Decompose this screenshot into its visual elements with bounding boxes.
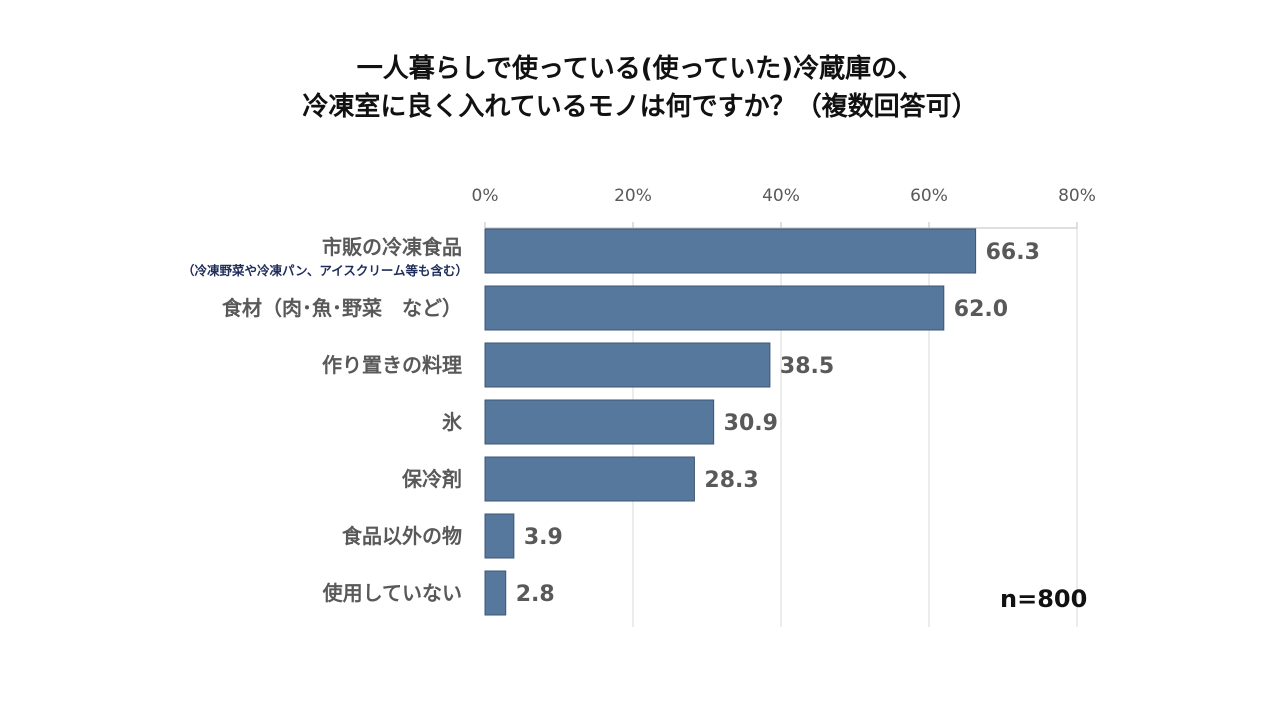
data-label: 3.9: [524, 525, 563, 550]
sample-size-label: n=800: [1000, 585, 1088, 613]
chart-title: 一人暮らしで使っている(使っていた)冷蔵庫の、 冷凍室に良く入れているモノは何で…: [0, 50, 1280, 126]
bar: [484, 456, 695, 502]
x-tick-label: 20%: [614, 186, 652, 206]
category-label: 食品以外の物: [342, 524, 462, 548]
chart-title-line-1: 一人暮らしで使っている(使っていた)冷蔵庫の、: [356, 54, 924, 84]
category-label: 市販の冷凍食品: [322, 235, 462, 259]
data-label: 38.5: [780, 354, 834, 379]
category-note: （冷凍野菜や冷凍パン、アイスクリーム等も含む）: [182, 263, 468, 278]
category-label: 保冷剤: [401, 467, 462, 491]
x-tick-label: 40%: [762, 186, 800, 206]
x-tick-label: 60%: [910, 186, 948, 206]
x-tick-label: 0%: [472, 186, 499, 206]
chart-title-line-2: 冷凍室に良く入れているモノは何ですか？（複数回答可）: [302, 92, 978, 122]
data-label: 30.9: [724, 411, 778, 436]
category-label: 食材（肉･魚･野菜 など）: [222, 296, 462, 320]
data-label: 62.0: [954, 297, 1008, 322]
bar: [484, 513, 515, 559]
data-label: 66.3: [986, 240, 1040, 265]
bar: [484, 285, 945, 331]
category-label: 作り置きの料理: [322, 353, 462, 377]
data-label: 2.8: [516, 582, 555, 607]
x-tick-label: 80%: [1058, 186, 1096, 206]
bar: [484, 570, 507, 616]
bar: [484, 228, 977, 274]
data-label: 28.3: [704, 468, 758, 493]
bar: [484, 342, 771, 388]
category-label: 使用していない: [322, 581, 462, 605]
bar: [484, 399, 715, 445]
category-label: 氷: [442, 410, 463, 434]
